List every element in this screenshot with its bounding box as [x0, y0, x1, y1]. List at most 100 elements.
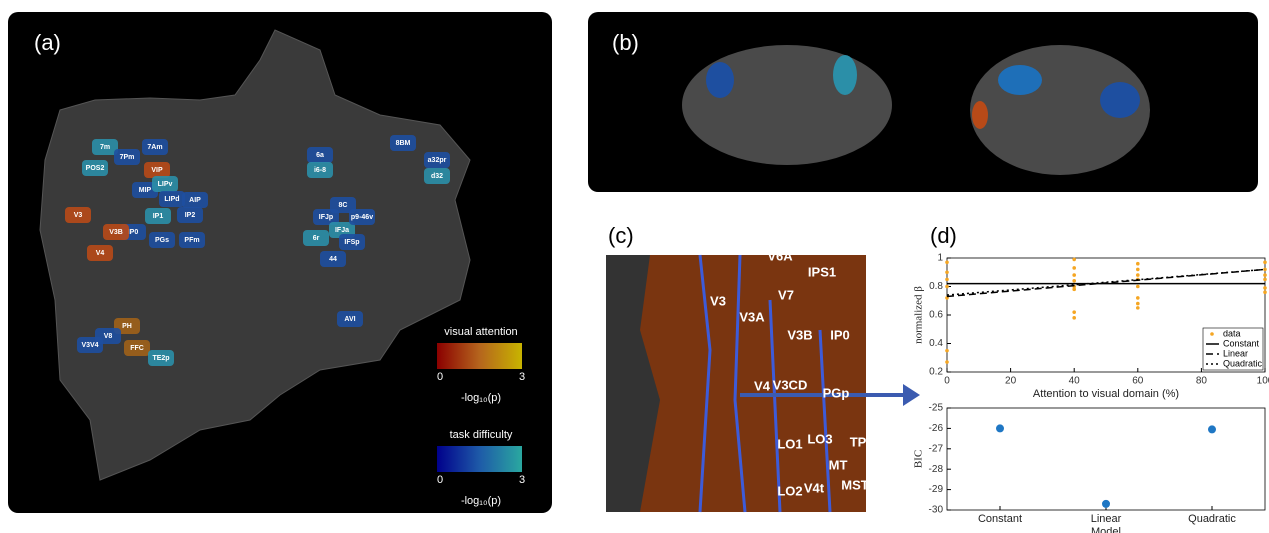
bic-point: [1102, 499, 1110, 508]
data-point: [945, 260, 949, 265]
blob: [833, 55, 857, 95]
data-point: [1263, 290, 1267, 295]
legend-label: Constant: [1223, 338, 1260, 348]
x-tick-label: Constant: [978, 513, 1022, 525]
y-tick-label: 0.2: [929, 367, 943, 378]
data-point: [1263, 286, 1267, 290]
data-point: [1136, 267, 1140, 272]
region-label: V6A: [767, 248, 793, 263]
x-tick-label: 100: [1257, 376, 1269, 387]
region-label: d32: [431, 173, 443, 180]
panel-c-dark: [606, 255, 660, 512]
region-label: PFm: [184, 237, 199, 244]
region-label: V3A: [739, 309, 765, 324]
colorbar-min: 0: [437, 474, 443, 486]
region-label: PGp: [823, 385, 850, 400]
x-tick-label: Linear: [1091, 513, 1122, 525]
region: [424, 152, 450, 168]
region-label: MT: [829, 457, 848, 472]
region-label: LO3: [807, 431, 832, 446]
region: [148, 350, 174, 366]
y-tick-label: 0.4: [929, 338, 943, 349]
data-point: [1072, 287, 1076, 292]
region-label: 7m: [100, 144, 110, 151]
region: [349, 209, 375, 225]
region: [179, 232, 205, 248]
region-label: IFJa: [335, 227, 349, 234]
data-point: [1263, 260, 1267, 265]
colorbar-title: visual attention: [444, 326, 517, 338]
region-label: LO1: [777, 436, 802, 451]
region: [303, 230, 329, 246]
blob: [972, 101, 988, 129]
data-point: [1072, 266, 1076, 270]
x-tick-label: 80: [1196, 376, 1208, 387]
region-label: V4: [754, 378, 771, 393]
region: [145, 208, 171, 224]
region-label: 8BM: [396, 140, 411, 147]
data-point: [1263, 273, 1267, 277]
data-point: [1072, 310, 1076, 314]
region: [182, 192, 208, 208]
region-label: 6a: [316, 152, 324, 159]
data-point: [1072, 273, 1076, 277]
blob: [706, 62, 734, 98]
y-tick-label: -29: [929, 484, 944, 495]
y-tick-label: -30: [929, 505, 944, 516]
y-tick-label: -27: [929, 443, 944, 454]
colorbar: [437, 446, 522, 472]
region-label: AVI: [344, 316, 355, 323]
region: [82, 160, 108, 176]
region: [142, 139, 168, 155]
region-label: PH: [122, 323, 132, 330]
x-tick-label: Quadratic: [1188, 513, 1236, 525]
region-label: 7Am: [147, 144, 162, 151]
borders: [698, 254, 832, 513]
panel-label: (d): [930, 223, 957, 248]
region: [77, 337, 103, 353]
region-label: IPS1: [808, 264, 836, 279]
region-label: IP2: [185, 212, 196, 219]
region: [124, 340, 150, 356]
region: [114, 318, 140, 334]
region-label: V4t: [804, 480, 825, 495]
region: [177, 207, 203, 223]
region-label: V4: [96, 250, 105, 257]
region-label: LIPv: [158, 181, 173, 188]
data-point: [1136, 301, 1140, 306]
panel-label: (a): [34, 30, 61, 55]
region-label: V3B: [109, 229, 123, 236]
region-label: TP: [850, 434, 867, 449]
region-label: a32pr: [428, 157, 447, 164]
legend-label: Quadratic: [1223, 358, 1263, 368]
y-tick-label: 0.8: [929, 281, 943, 292]
colorbar: [437, 343, 522, 369]
x-tick-label: 0: [944, 376, 950, 387]
region: [144, 162, 170, 178]
plot-area: [946, 407, 1266, 511]
colorbar-max: 3: [519, 474, 525, 486]
region-label: V7: [778, 287, 794, 302]
region: [132, 182, 158, 198]
region-label: IFSp: [344, 239, 359, 246]
data-point: [1136, 261, 1140, 266]
region-label: IFJp: [319, 214, 333, 221]
region: [114, 149, 140, 165]
region: [307, 162, 333, 178]
region-label: V3CD: [773, 377, 808, 392]
data-point: [945, 270, 949, 275]
region: [337, 311, 363, 327]
colorbar-unit: -log₁₀(p): [461, 495, 501, 507]
region-label: IP0: [128, 229, 139, 236]
legend-marker: [1210, 332, 1214, 336]
region-label: 7Pm: [120, 154, 135, 161]
region: [313, 209, 339, 225]
region: [424, 168, 450, 184]
region-label: 44: [329, 256, 337, 263]
region-label: AIP: [189, 197, 201, 204]
blob: [1100, 82, 1140, 118]
region: [339, 234, 365, 250]
y-tick-label: 1: [937, 253, 943, 264]
colorbar-unit: -log₁₀(p): [461, 392, 501, 404]
